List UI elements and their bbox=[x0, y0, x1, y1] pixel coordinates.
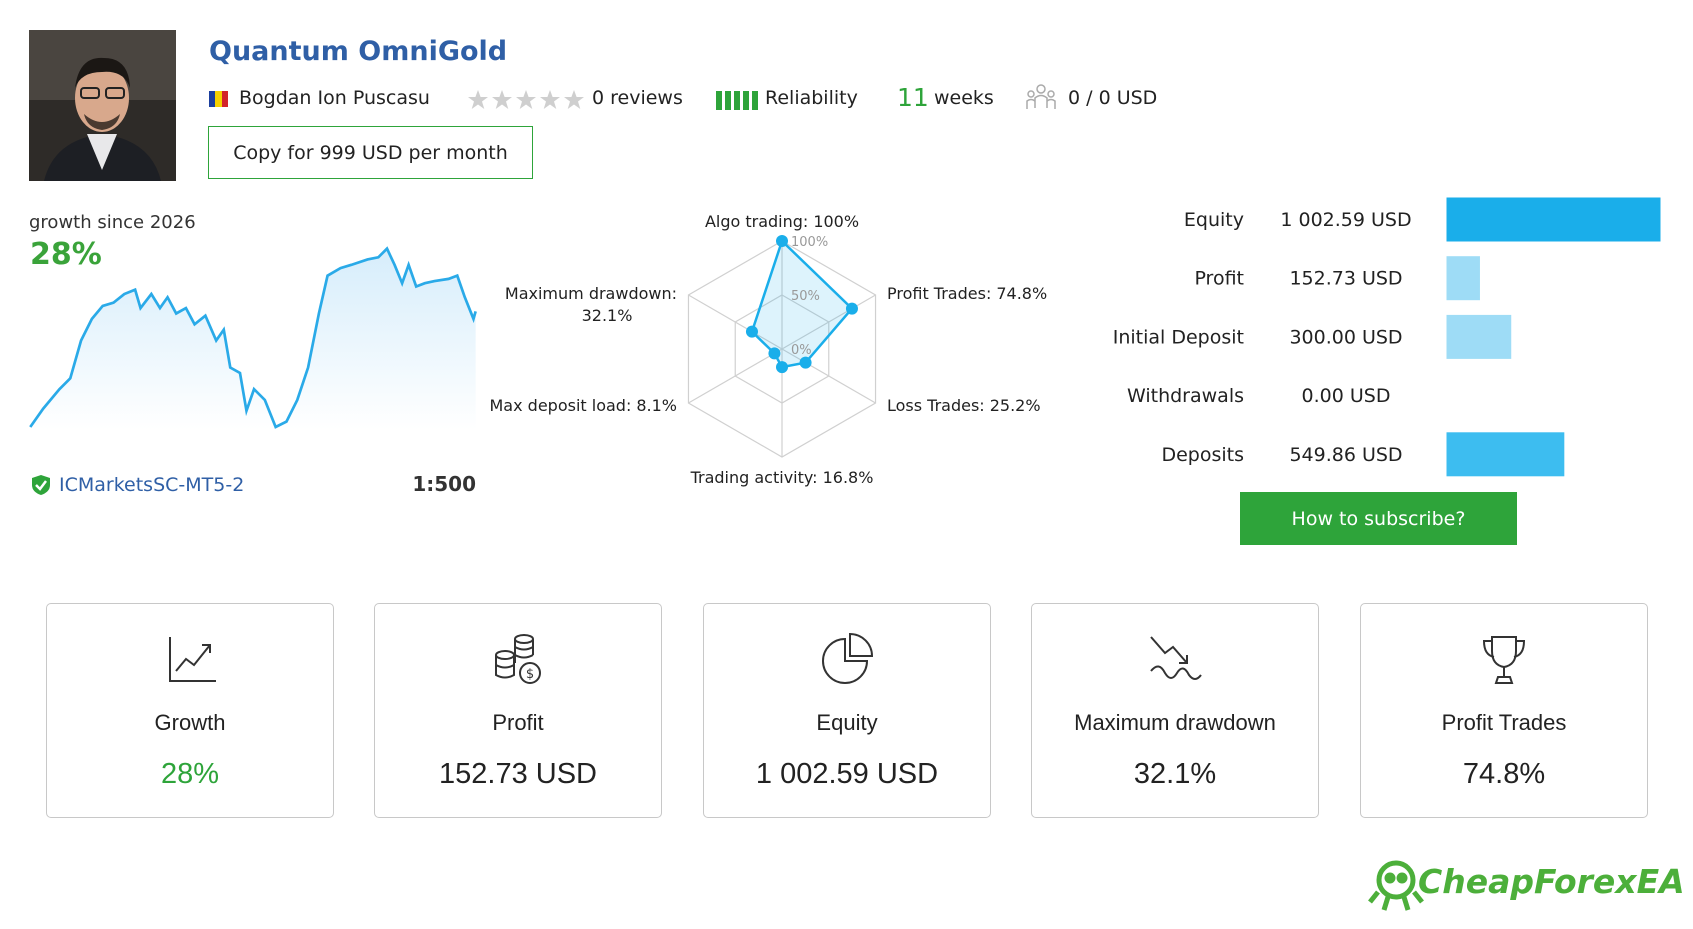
stat-card: $ Profit 152.73 USD bbox=[374, 603, 662, 818]
radar-tick-label: 0% bbox=[791, 343, 812, 358]
radar-point bbox=[799, 356, 812, 369]
radar-axis-name: Trading activity: bbox=[690, 468, 818, 487]
copy-button[interactable]: Copy for 999 USD per month bbox=[208, 126, 533, 179]
ea-title[interactable]: Quantum OmniGold bbox=[209, 36, 508, 67]
radar-axis-name: Loss Trades: bbox=[887, 396, 985, 415]
profit-icon: $ bbox=[495, 634, 541, 684]
trophy-icon bbox=[1482, 636, 1526, 684]
radar-axis-name: Profit Trades: bbox=[887, 284, 991, 303]
weeks-unit: weeks bbox=[934, 87, 994, 109]
account-label: Deposits bbox=[1161, 444, 1244, 466]
account-value: 0.00 USD bbox=[1302, 385, 1391, 407]
author-name[interactable]: Bogdan Ion Puscasu bbox=[239, 87, 430, 109]
stat-card: Growth 28% bbox=[46, 603, 334, 818]
radar-point bbox=[768, 347, 781, 360]
radar-tick-label: 50% bbox=[791, 289, 820, 304]
flag-icon bbox=[209, 91, 228, 107]
card-title: Growth bbox=[154, 710, 226, 735]
stat-card: Equity 1 002.59 USD bbox=[703, 603, 991, 818]
reliability-bars bbox=[716, 91, 758, 110]
radar-axis-value: 8.1% bbox=[636, 396, 677, 415]
account-label: Equity bbox=[1184, 209, 1244, 231]
author-photo bbox=[29, 30, 176, 181]
card-value: 74.8% bbox=[1462, 758, 1546, 790]
reviews-count[interactable]: 0 reviews bbox=[592, 87, 683, 109]
radar-axis-label: Maximum drawdown: 32.1% bbox=[505, 284, 677, 325]
account-value: 300.00 USD bbox=[1289, 326, 1402, 348]
radar-spoke bbox=[688, 348, 783, 404]
radar-axis-name: Algo trading: bbox=[705, 212, 808, 231]
card-title: Equity bbox=[816, 710, 878, 735]
account-label: Withdrawals bbox=[1127, 385, 1244, 407]
growth-caption: growth since 2026 bbox=[29, 212, 196, 233]
account-label: Initial Deposit bbox=[1113, 326, 1244, 348]
radar-spoke bbox=[781, 348, 876, 404]
card-value: 28% bbox=[160, 758, 220, 790]
radar-axis-value: 74.8% bbox=[996, 284, 1047, 303]
verified-icon bbox=[32, 475, 50, 495]
drawdown-icon bbox=[1150, 636, 1202, 680]
account-bar bbox=[1446, 197, 1661, 242]
radar-spoke bbox=[688, 294, 783, 350]
radar-chart: 100% 50% 0% Algo trading: 100% Profit Trades:… bbox=[490, 212, 1048, 487]
account-bars: Equity 1 002.59 USD Profit 152.73 USD Initia… bbox=[1113, 197, 1661, 477]
radar-axis-name: Max deposit load: bbox=[490, 396, 632, 415]
radar-axis-value: 100% bbox=[813, 212, 859, 231]
logo-mascot bbox=[1368, 860, 1424, 911]
radar-point bbox=[745, 325, 758, 338]
stat-card: Profit Trades 74.8% bbox=[1360, 603, 1648, 818]
leverage: 1:500 bbox=[412, 472, 476, 496]
account-bar bbox=[1446, 256, 1480, 301]
stat-card: Maximum drawdown 32.1% bbox=[1031, 603, 1319, 818]
radar-axis-label: Algo trading: 100% bbox=[705, 212, 859, 231]
account-value: 1 002.59 USD bbox=[1280, 209, 1411, 231]
radar-axis-value: 16.8% bbox=[823, 468, 874, 487]
radar-axis-label: Loss Trades: 25.2% bbox=[887, 396, 1041, 415]
radar-point bbox=[776, 361, 788, 374]
subscribers-icon bbox=[1026, 84, 1056, 109]
rating-stars bbox=[468, 90, 584, 109]
card-title: Maximum drawdown bbox=[1074, 710, 1276, 735]
broker-link[interactable]: ICMarketsSC-MT5-2 bbox=[59, 474, 245, 496]
card-value: 152.73 USD bbox=[439, 758, 597, 790]
radar-axis-value: 25.2% bbox=[990, 396, 1041, 415]
svg-text:$: $ bbox=[526, 667, 534, 682]
radar-axis-name: Maximum drawdown: bbox=[505, 284, 677, 303]
equity-icon bbox=[822, 632, 874, 684]
card-value: 32.1% bbox=[1133, 758, 1217, 790]
account-value: 549.86 USD bbox=[1289, 444, 1402, 466]
account-value: 152.73 USD bbox=[1289, 268, 1402, 290]
growth-sparkline bbox=[29, 246, 477, 431]
radar-point bbox=[845, 302, 858, 315]
weeks-count: 11 bbox=[897, 83, 929, 112]
growth-value: 28% bbox=[30, 237, 102, 272]
account-bar bbox=[1446, 432, 1565, 477]
growth-icon bbox=[169, 637, 216, 682]
radar-axis-label: Trading activity: 16.8% bbox=[690, 468, 874, 487]
subscribe-button[interactable]: How to subscribe? bbox=[1240, 492, 1517, 545]
reliability-label: Reliability bbox=[765, 87, 858, 109]
subscribers-amount: 0 / 0 USD bbox=[1068, 87, 1158, 109]
radar-axis-value: 32.1% bbox=[582, 306, 633, 325]
account-bar bbox=[1446, 314, 1512, 359]
logo-text: CheapForexEA bbox=[1418, 862, 1685, 901]
radar-spoke bbox=[781, 294, 876, 350]
radar-point bbox=[776, 235, 788, 247]
card-value: 1 002.59 USD bbox=[755, 758, 939, 790]
card-title: Profit bbox=[492, 710, 544, 735]
radar-axis-label: Profit Trades: 74.8% bbox=[887, 284, 1047, 303]
radar-axis-label: Max deposit load: 8.1% bbox=[490, 396, 677, 415]
radar-tick-label: 100% bbox=[791, 235, 828, 250]
account-label: Profit bbox=[1194, 268, 1244, 290]
card-title: Profit Trades bbox=[1441, 710, 1567, 735]
